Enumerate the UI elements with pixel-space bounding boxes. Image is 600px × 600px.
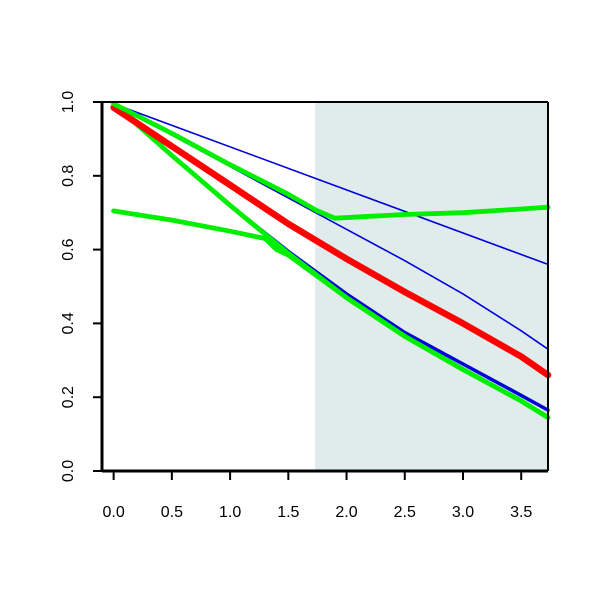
x-axis-ticks: 0.0 0.5 1.0 1.5 2.0 2.5 3.0 3.5 <box>103 471 532 521</box>
series-line-7 <box>111 208 551 420</box>
x-tick-label: 3.5 <box>510 504 532 521</box>
y-tick-label: 0.6 <box>60 238 77 260</box>
x-tick-label: 2.0 <box>335 504 357 521</box>
series-line-1 <box>112 103 549 266</box>
shaded-region-layer <box>315 102 548 471</box>
x-tick-label: 2.5 <box>394 504 416 521</box>
y-tick-label: 0.4 <box>60 312 77 334</box>
y-axis-ticks: 0.0 0.2 0.4 0.6 0.8 1.0 <box>60 91 102 482</box>
axes-layer <box>100 101 549 473</box>
y-tick-label: 0.8 <box>60 165 77 187</box>
shaded-region <box>315 102 548 471</box>
y-tick-label: 0.2 <box>60 386 77 408</box>
y-tick-label: 1.0 <box>60 91 77 113</box>
x-tick-label: 0.0 <box>103 504 125 521</box>
x-tick-label: 0.5 <box>161 504 183 521</box>
x-tick-label: 3.0 <box>452 504 474 521</box>
x-tick-label: 1.5 <box>277 504 299 521</box>
y-tick-label: 0.0 <box>60 460 77 482</box>
series-line-5 <box>110 104 552 379</box>
series-layer <box>110 101 552 420</box>
series-line-6 <box>111 101 551 221</box>
x-tick-label: 1.0 <box>219 504 241 521</box>
